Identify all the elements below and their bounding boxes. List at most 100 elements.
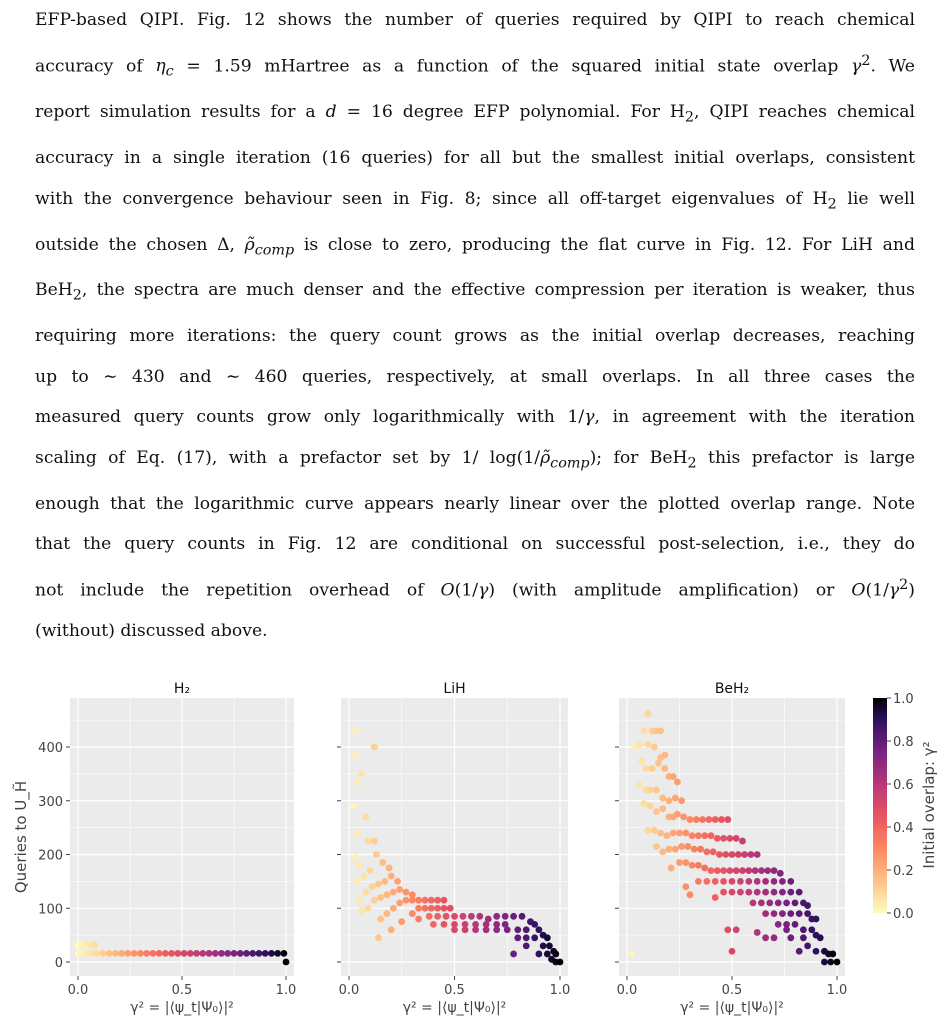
data-point xyxy=(421,904,429,912)
data-point xyxy=(686,816,694,823)
data-point xyxy=(724,816,732,823)
data-point xyxy=(720,867,727,875)
data-point xyxy=(657,727,664,735)
data-point xyxy=(451,920,458,928)
data-point xyxy=(711,877,719,885)
data-point xyxy=(770,867,778,875)
data-point xyxy=(705,816,713,823)
data-point xyxy=(373,851,380,858)
data-point xyxy=(91,941,99,949)
data-point xyxy=(669,829,677,837)
data-point xyxy=(676,859,683,866)
data-point xyxy=(707,832,715,840)
data-point xyxy=(787,910,795,918)
paragraph-line: accuracy in a single iteration (16 queri… xyxy=(35,148,915,169)
data-point xyxy=(762,910,769,918)
x-axis-label: γ² = |⟨ψ_t|Ψ₀⟩|² xyxy=(680,1000,784,1016)
data-point xyxy=(692,816,700,823)
data-point xyxy=(650,826,658,834)
data-point xyxy=(501,920,509,928)
data-point xyxy=(282,958,290,966)
data-point xyxy=(701,832,709,840)
data-point xyxy=(358,770,366,778)
colorbar-tick-label: 0.8 xyxy=(893,735,914,750)
data-point xyxy=(638,757,646,764)
data-point xyxy=(472,920,479,928)
data-point xyxy=(648,765,656,772)
data-point xyxy=(646,786,654,794)
data-point xyxy=(375,934,382,942)
paragraph-line: (without) discussed above. xyxy=(35,621,268,642)
data-point xyxy=(280,950,288,957)
data-point xyxy=(680,813,688,821)
data-point xyxy=(143,950,151,957)
data-point xyxy=(461,920,469,928)
data-point xyxy=(118,950,126,957)
data-point xyxy=(408,910,416,918)
paragraph-line: BeH2, the spectra are much denser and th… xyxy=(35,280,915,304)
data-point xyxy=(493,912,501,920)
data-point xyxy=(776,869,784,877)
data-point xyxy=(739,837,746,845)
data-point xyxy=(180,950,188,957)
data-point xyxy=(354,778,361,786)
paragraph-line: requiring more iterations: the query cou… xyxy=(35,326,915,347)
data-point xyxy=(360,872,368,880)
data-point xyxy=(671,794,679,802)
chart-panels: 0.0 0.5 1.0 0 100 200 300 400 H₂ γ² = |⟨ψ_t|Ψ₀⟩|²… xyxy=(11,681,847,1016)
data-point xyxy=(745,888,753,896)
data-point xyxy=(758,867,765,875)
data-point xyxy=(425,912,433,920)
x-tick-label: 0.5 xyxy=(172,983,193,998)
data-point xyxy=(368,883,376,891)
data-point xyxy=(661,765,669,772)
scatter-points xyxy=(627,710,841,966)
data-point xyxy=(640,727,648,735)
data-point xyxy=(370,837,378,845)
data-point xyxy=(385,864,393,872)
data-point xyxy=(415,896,423,904)
x-tick-label: 0.0 xyxy=(617,983,638,998)
data-point xyxy=(753,888,761,896)
data-point xyxy=(762,934,769,942)
data-point xyxy=(787,934,795,942)
x-tick-label: 0.0 xyxy=(68,983,89,998)
colorbar-ticks: 1.0 0.8 0.6 0.4 0.2 0.0 xyxy=(887,692,914,922)
data-point xyxy=(783,920,790,928)
data-point xyxy=(161,950,169,957)
data-point xyxy=(627,950,635,958)
data-point xyxy=(833,958,841,966)
data-point xyxy=(804,942,811,950)
data-point xyxy=(408,896,416,904)
data-point xyxy=(787,888,795,896)
data-point xyxy=(396,886,404,893)
colorbar-tick-label: 0.6 xyxy=(893,778,914,793)
paragraph-line: accuracy of ηc = 1.59 mHartree as a func… xyxy=(35,52,915,80)
paragraph-line: enough that the logarithmic curve appear… xyxy=(35,493,915,514)
data-point xyxy=(695,861,702,869)
data-point xyxy=(728,877,736,885)
data-point xyxy=(779,910,786,918)
data-point xyxy=(370,743,378,751)
data-point xyxy=(800,934,807,942)
colorbar-label: Initial overlap: γ² xyxy=(920,741,938,868)
x-tick-label: 1.0 xyxy=(276,983,297,998)
data-point xyxy=(701,864,709,872)
data-point xyxy=(753,877,761,885)
y-tick-label: 100 xyxy=(38,902,63,917)
data-point xyxy=(821,958,828,966)
data-point xyxy=(377,894,385,901)
data-point xyxy=(678,843,685,850)
data-point xyxy=(218,950,225,957)
data-point xyxy=(389,888,397,896)
x-axis-label: γ² = |⟨ψ_t|Ψ₀⟩|² xyxy=(403,1000,507,1016)
data-point xyxy=(539,942,547,950)
data-point xyxy=(351,853,359,861)
data-point xyxy=(434,896,442,904)
data-point xyxy=(663,832,671,840)
data-point xyxy=(665,845,673,853)
data-point xyxy=(722,851,730,858)
data-point xyxy=(442,912,450,920)
data-point xyxy=(370,896,378,904)
data-point xyxy=(243,950,250,957)
